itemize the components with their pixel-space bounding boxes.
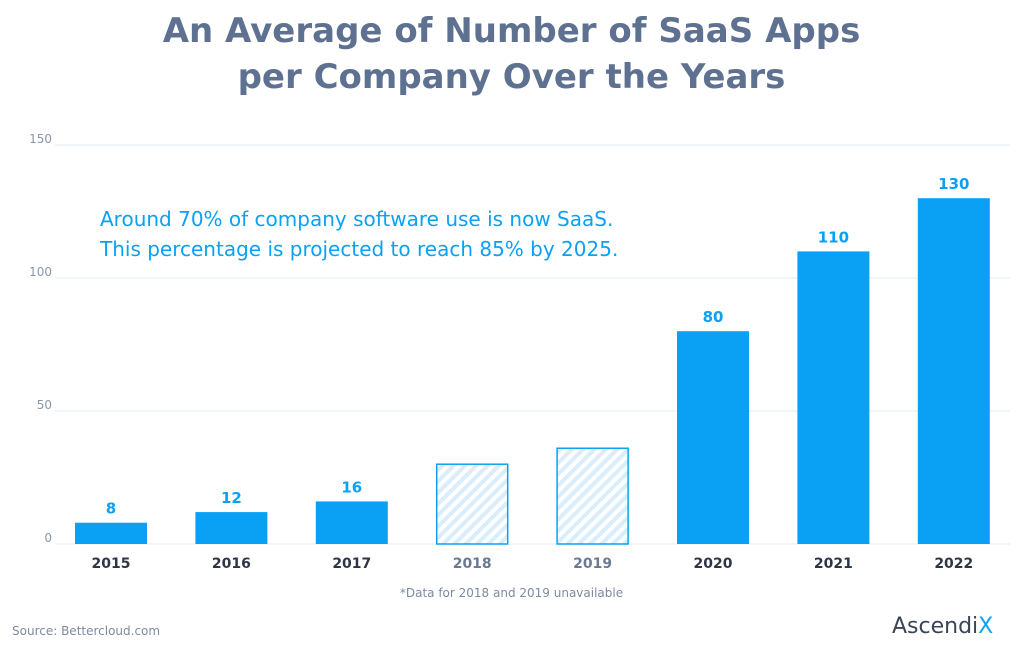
x-tick-label: 2020 [694,556,733,572]
source-text: Source: Bettercloud.com [12,624,161,638]
data-label: 130 [938,175,969,193]
bar-2016 [195,512,268,544]
note-line-2: This percentage is projected to reach 85… [100,237,619,261]
data-label: 12 [221,489,242,507]
note-line-1: Around 70% of company software use is no… [100,207,614,231]
x-tick-label: 2016 [212,556,251,572]
x-tick-label: 2022 [934,556,973,572]
x-tick-label: 2018 [453,556,492,572]
logo-accent: X [978,614,994,639]
bar-2015 [75,522,147,544]
y-tick-label: 150 [29,132,52,146]
bar-2020 [677,331,749,544]
x-tick-label: 2019 [573,556,612,572]
bar-2018-unavailable [435,463,509,545]
footnote: *Data for 2018 and 2019 unavailable [399,586,624,600]
chart-title: An Average of Number of SaaS Apps per Co… [0,8,1023,100]
ascendix-logo: AscendiX [892,614,993,639]
bar-2019-unavailable [556,447,629,545]
x-tick-label: 2021 [814,556,853,572]
bar-2017 [315,501,388,544]
annotation-note: Around 70% of company software use is no… [100,204,618,264]
bar-2021 [797,251,870,544]
x-tick-label: 2017 [332,556,371,572]
data-label: 80 [703,308,724,326]
data-label: 110 [818,228,849,246]
data-label: 8 [106,500,116,518]
y-tick-label: 50 [37,398,52,412]
title-line-2: per Company Over the Years [237,57,786,97]
x-tick-label: 2015 [92,556,131,572]
logo-text: Ascendi [892,614,979,639]
data-label: 16 [341,478,362,496]
title-line-1: An Average of Number of SaaS Apps [162,11,861,51]
y-tick-label: 0 [44,531,52,545]
bar-2022 [917,198,990,544]
y-tick-label: 100 [29,265,52,279]
